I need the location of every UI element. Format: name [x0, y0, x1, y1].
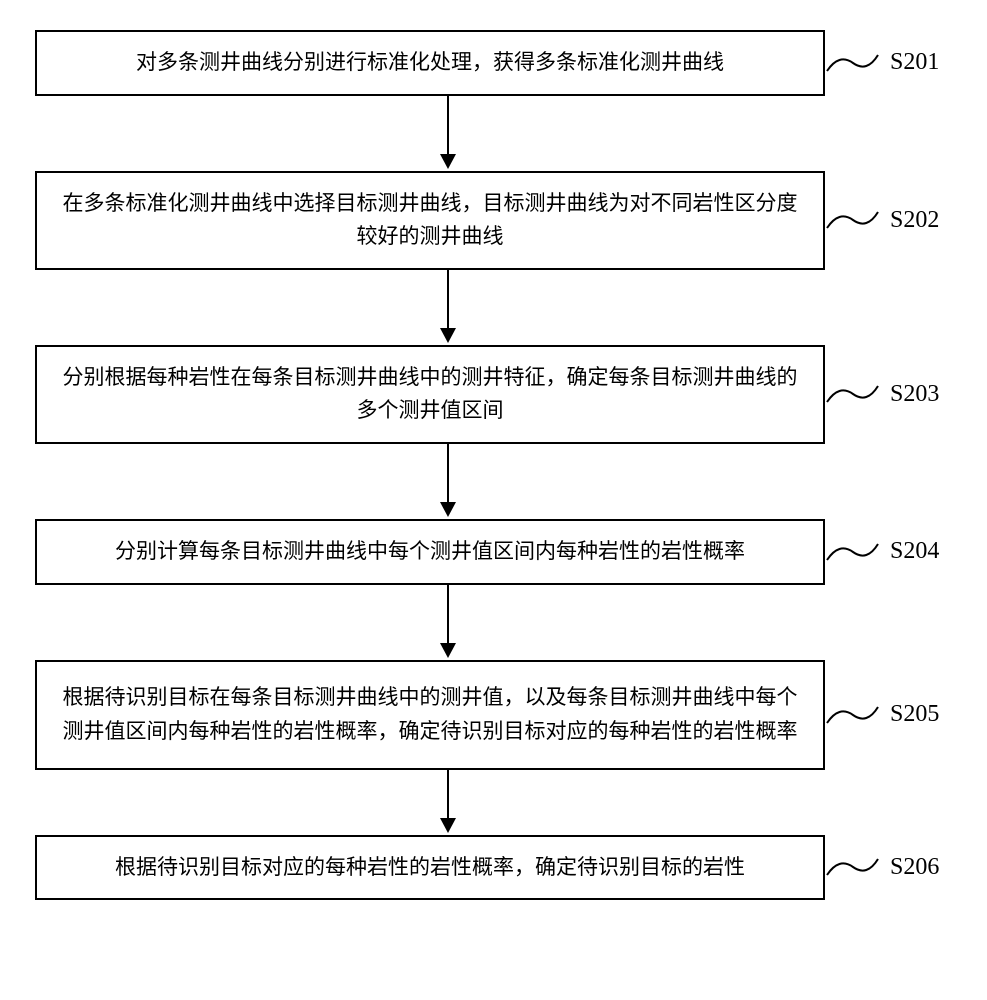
connector-s201: S201 [825, 43, 987, 83]
tilde-icon [825, 695, 880, 735]
step-label-s204: S204 [890, 538, 939, 565]
step-row-s203: 分别根据每种岩性在每条目标测井曲线中的测井特征，确定每条目标测井曲线的多个测井值… [0, 345, 987, 444]
step-text-s201: 对多条测井曲线分别进行标准化处理，获得多条标准化测井曲线 [136, 46, 724, 80]
arrow-head-icon [440, 643, 456, 658]
arrow-s201-s202 [35, 96, 860, 171]
connector-s202: S202 [825, 200, 987, 240]
step-label-s205: S205 [890, 701, 939, 728]
step-label-s201: S201 [890, 49, 939, 76]
connector-s206: S206 [825, 847, 987, 887]
step-label-s206: S206 [890, 854, 939, 881]
arrow-line [447, 585, 449, 645]
step-text-s202: 在多条标准化测井曲线中选择目标测井曲线，目标测井曲线为对不同岩性区分度较好的测井… [57, 187, 803, 254]
arrow-head-icon [440, 154, 456, 169]
arrow-line [447, 270, 449, 330]
arrow-s203-s204 [35, 444, 860, 519]
arrow-s202-s203 [35, 270, 860, 345]
step-label-s202: S202 [890, 207, 939, 234]
step-row-s201: 对多条测井曲线分别进行标准化处理，获得多条标准化测井曲线 S201 [0, 30, 987, 96]
arrow-s204-s205 [35, 585, 860, 660]
step-row-s202: 在多条标准化测井曲线中选择目标测井曲线，目标测井曲线为对不同岩性区分度较好的测井… [0, 171, 987, 270]
tilde-icon [825, 43, 880, 83]
step-box-s201: 对多条测井曲线分别进行标准化处理，获得多条标准化测井曲线 [35, 30, 825, 96]
connector-s204: S204 [825, 532, 987, 572]
step-row-s206: 根据待识别目标对应的每种岩性的岩性概率，确定待识别目标的岩性 S206 [0, 835, 987, 901]
tilde-icon [825, 374, 880, 414]
arrow-head-icon [440, 818, 456, 833]
arrow-s205-s206 [35, 770, 860, 835]
step-box-s205: 根据待识别目标在每条目标测井曲线中的测井值，以及每条目标测井曲线中每个测井值区间… [35, 660, 825, 770]
step-row-s205: 根据待识别目标在每条目标测井曲线中的测井值，以及每条目标测井曲线中每个测井值区间… [0, 660, 987, 770]
connector-s205: S205 [825, 695, 987, 735]
step-text-s205: 根据待识别目标在每条目标测井曲线中的测井值，以及每条目标测井曲线中每个测井值区间… [57, 681, 803, 748]
step-box-s203: 分别根据每种岩性在每条目标测井曲线中的测井特征，确定每条目标测井曲线的多个测井值… [35, 345, 825, 444]
tilde-icon [825, 847, 880, 887]
step-box-s204: 分别计算每条目标测井曲线中每个测井值区间内每种岩性的岩性概率 [35, 519, 825, 585]
arrow-head-icon [440, 328, 456, 343]
step-text-s206: 根据待识别目标对应的每种岩性的岩性概率，确定待识别目标的岩性 [115, 851, 745, 885]
connector-s203: S203 [825, 374, 987, 414]
step-text-s203: 分别根据每种岩性在每条目标测井曲线中的测井特征，确定每条目标测井曲线的多个测井值… [57, 361, 803, 428]
arrow-line [447, 444, 449, 504]
step-row-s204: 分别计算每条目标测井曲线中每个测井值区间内每种岩性的岩性概率 S204 [0, 519, 987, 585]
step-label-s203: S203 [890, 381, 939, 408]
step-box-s206: 根据待识别目标对应的每种岩性的岩性概率，确定待识别目标的岩性 [35, 835, 825, 901]
arrow-line [447, 96, 449, 156]
step-box-s202: 在多条标准化测井曲线中选择目标测井曲线，目标测井曲线为对不同岩性区分度较好的测井… [35, 171, 825, 270]
step-text-s204: 分别计算每条目标测井曲线中每个测井值区间内每种岩性的岩性概率 [115, 535, 745, 569]
flowchart-container: 对多条测井曲线分别进行标准化处理，获得多条标准化测井曲线 S201 在多条标准化… [0, 0, 987, 1000]
arrow-line [447, 770, 449, 820]
arrow-head-icon [440, 502, 456, 517]
tilde-icon [825, 200, 880, 240]
tilde-icon [825, 532, 880, 572]
